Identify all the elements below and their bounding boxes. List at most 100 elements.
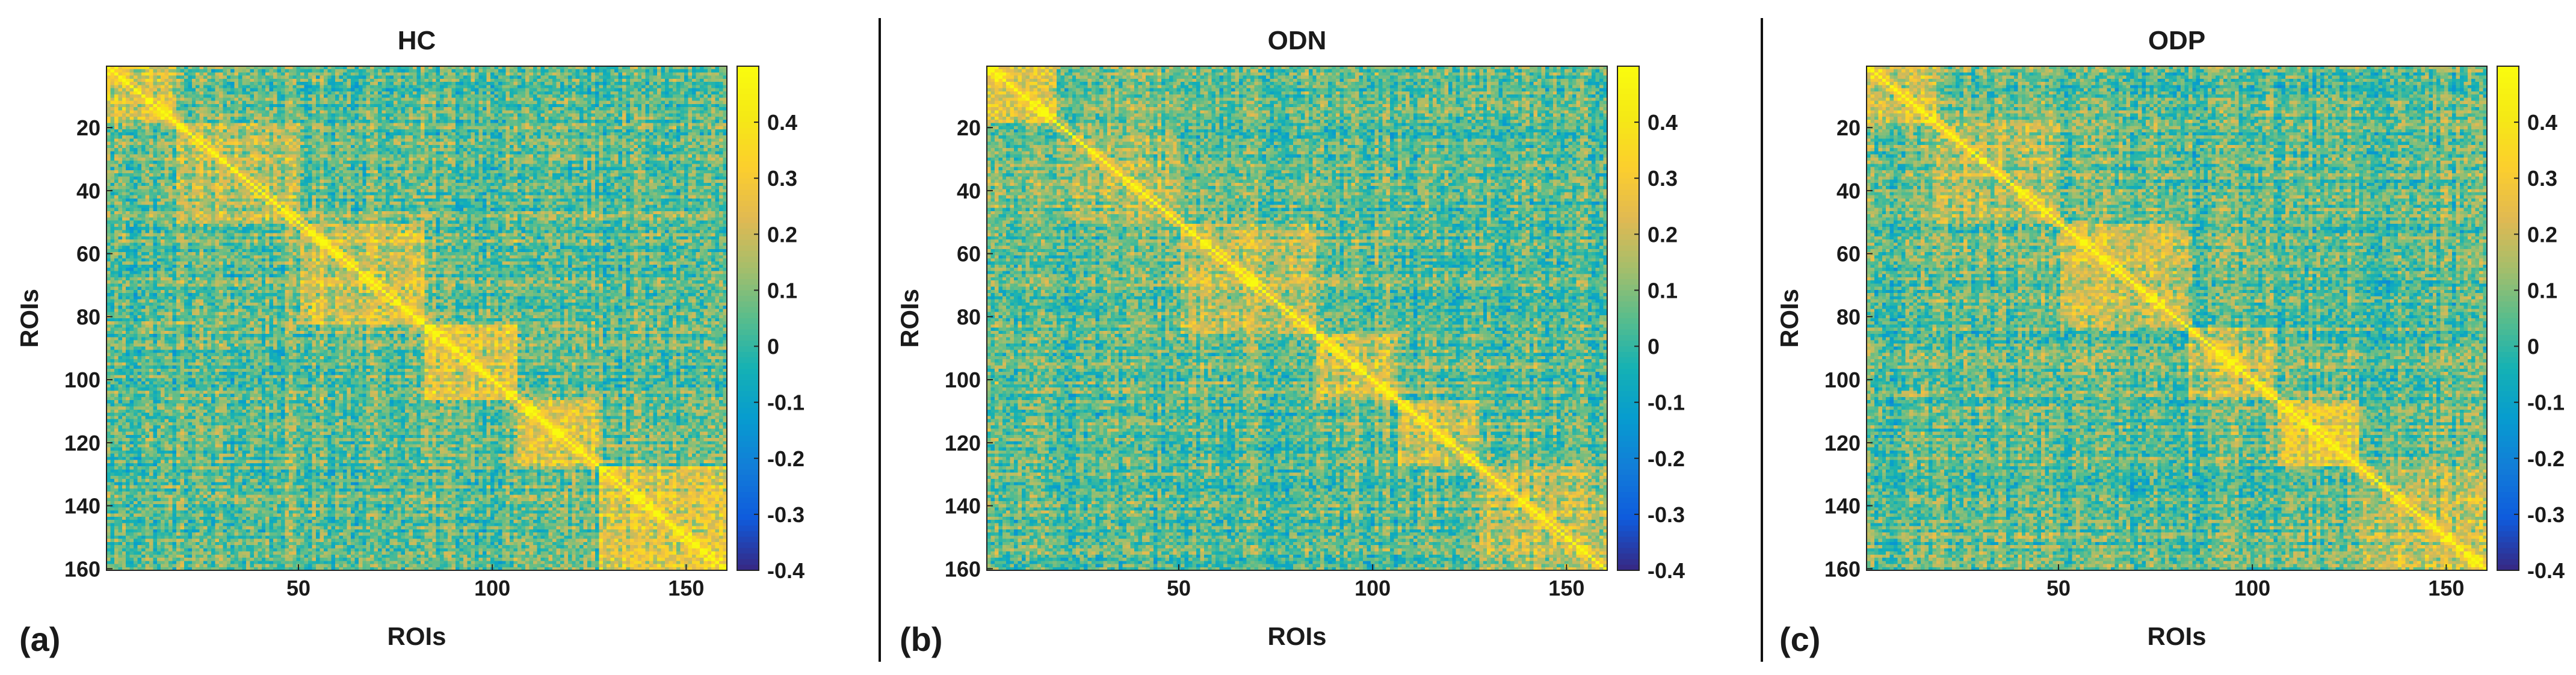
panel-label: (c) <box>1779 620 1820 658</box>
colorbar-segment <box>2497 150 2519 156</box>
colorbar-tick-label: 0.2 <box>2527 222 2557 247</box>
colorbar-segment <box>737 285 759 291</box>
y-tick-label: 60 <box>1836 242 1861 267</box>
colorbar-segment <box>737 262 759 268</box>
colorbar-segment <box>2497 503 2519 510</box>
colorbar-segment <box>2497 183 2519 190</box>
colorbar-segment <box>2497 189 2519 196</box>
colorbar-segment <box>1617 256 1639 263</box>
y-tick-label: 20 <box>1836 116 1861 140</box>
colorbar-segment <box>2497 178 2519 185</box>
colorbar-tick-label: -0.4 <box>2527 558 2565 583</box>
colorbar-segment <box>1617 161 1639 168</box>
colorbar-segment <box>1617 559 1639 566</box>
panel-2: 50 100 150 20 40 60 80 100 120 140 160 ODN ROIs ROIs (… <box>895 26 1685 658</box>
y-tick-label: 160 <box>945 556 981 581</box>
colorbar-segment <box>2497 195 2519 202</box>
y-tick-label: 80 <box>957 304 981 329</box>
colorbar-segment <box>737 82 759 90</box>
colorbar-tick-label: -0.1 <box>767 390 805 415</box>
y-axis-label: ROIs <box>1775 289 1803 348</box>
colorbar-segment <box>1617 324 1639 330</box>
colorbar-segment <box>737 301 759 308</box>
colorbar-segment <box>1617 402 1639 408</box>
colorbar-segment <box>2497 66 2519 73</box>
colorbar-segment <box>2497 155 2519 162</box>
colorbar-segment <box>1617 430 1639 437</box>
colorbar-segment <box>737 122 759 129</box>
x-tick-label: 100 <box>2234 576 2270 600</box>
colorbar-segment <box>1617 346 1639 353</box>
colorbar-segment <box>1617 290 1639 297</box>
colorbar-segment <box>2497 206 2519 212</box>
colorbar-segment <box>1617 396 1639 403</box>
colorbar-segment <box>2497 268 2519 274</box>
colorbar-segment <box>737 436 759 442</box>
colorbar-segment <box>737 273 759 280</box>
x-tick-label: 100 <box>474 576 510 600</box>
colorbar-segment <box>737 307 759 313</box>
colorbar-segment <box>737 329 759 336</box>
colorbar-segment <box>2497 139 2519 146</box>
colorbar-frame <box>2497 66 2519 571</box>
colorbar-segment <box>1617 245 1639 252</box>
y-axis-label: ROIs <box>895 289 924 348</box>
x-tick-label: 50 <box>1167 576 1191 600</box>
colorbar-segment <box>737 402 759 408</box>
y-tick-label: 140 <box>1824 494 1861 519</box>
y-tick-label: 100 <box>1824 368 1861 392</box>
y-tick-label: 80 <box>76 304 100 329</box>
colorbar-segment <box>1617 363 1639 369</box>
colorbar-segment <box>1617 178 1639 185</box>
colorbar-segment <box>737 290 759 297</box>
y-tick-label: 100 <box>64 368 100 392</box>
colorbar-segment <box>737 537 759 543</box>
colorbar-segment <box>737 105 759 112</box>
colorbar-segment <box>1617 452 1639 459</box>
colorbar-segment <box>2497 290 2519 297</box>
colorbar-segment <box>737 380 759 386</box>
colorbar-segment <box>1617 295 1639 302</box>
colorbar-segment <box>2497 341 2519 347</box>
colorbar-segment <box>1617 155 1639 162</box>
colorbar-segment <box>1617 212 1639 218</box>
colorbar-segment <box>2497 481 2519 487</box>
colorbar-segment <box>2497 167 2519 173</box>
colorbar-segment <box>2497 312 2519 319</box>
colorbar-tick-label: -0.2 <box>767 446 805 471</box>
colorbar-segment <box>737 357 759 364</box>
colorbar-segment <box>2497 273 2519 280</box>
y-tick-label: 120 <box>64 431 100 455</box>
colorbar-segment <box>2497 262 2519 268</box>
colorbar-segment <box>2497 234 2519 241</box>
y-tick-label: 100 <box>945 368 981 392</box>
colorbar-segment <box>2497 508 2519 515</box>
axes-frame <box>986 66 1608 571</box>
colorbar-segment <box>1617 200 1639 207</box>
colorbar-segment <box>2497 469 2519 476</box>
colorbar-segment <box>737 363 759 369</box>
colorbar-segment <box>1617 492 1639 498</box>
colorbar-segment <box>737 441 759 448</box>
colorbar-segment <box>1617 458 1639 464</box>
colorbar-segment <box>737 116 759 123</box>
x-tick-label: 150 <box>1548 576 1584 600</box>
colorbar-segment <box>1617 380 1639 386</box>
colorbar-segment <box>737 66 759 73</box>
colorbar-segment <box>2497 564 2519 571</box>
colorbar-segment <box>737 531 759 537</box>
colorbar-segment <box>737 217 759 224</box>
y-tick-label: 120 <box>1824 431 1861 455</box>
x-axis-label: ROIs <box>387 622 446 650</box>
colorbar-segment <box>1617 167 1639 173</box>
colorbar-segment <box>2497 351 2519 358</box>
colorbar-segment <box>737 419 759 425</box>
colorbar-tick-label: 0.1 <box>2527 278 2557 303</box>
colorbar-segment <box>1617 374 1639 381</box>
colorbar-segment <box>2497 396 2519 403</box>
colorbar-segment <box>737 469 759 476</box>
colorbar-segment <box>737 223 759 229</box>
colorbar-segment <box>737 139 759 146</box>
colorbar-segment <box>1617 497 1639 504</box>
colorbar-segment <box>2497 329 2519 336</box>
